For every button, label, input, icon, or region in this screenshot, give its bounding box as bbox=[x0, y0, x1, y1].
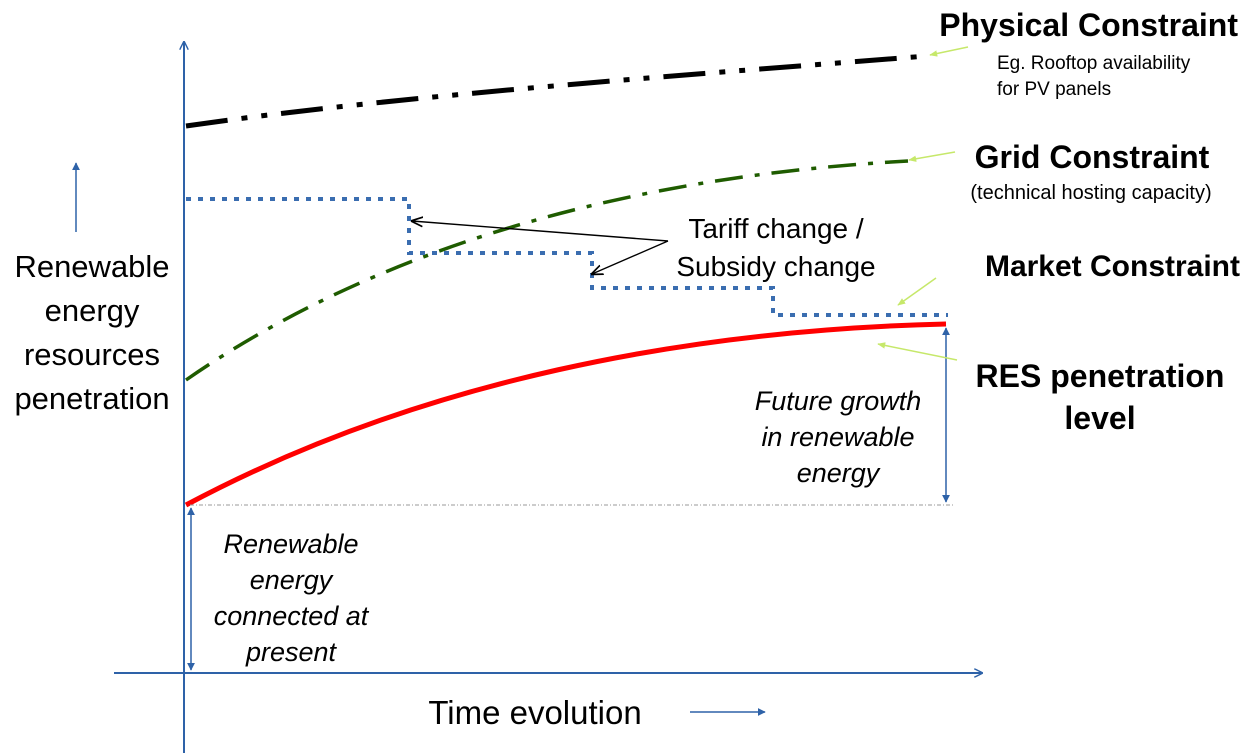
tariff-arrow-upper bbox=[412, 221, 669, 242]
grid-constraint-title: Grid Constraint bbox=[975, 139, 1210, 175]
y-axis-label-line: resources bbox=[24, 337, 160, 372]
tariff-arrow-lower bbox=[592, 240, 669, 274]
physical-constraint-note-line: Eg. Rooftop availability bbox=[997, 53, 1191, 74]
physical-constraint-title: Physical Constraint bbox=[939, 7, 1238, 43]
future-growth-label-line: Future growth bbox=[755, 386, 922, 416]
grid-constraint-curve bbox=[185, 159, 909, 382]
physical-constraint-curve bbox=[185, 53, 928, 129]
present-label-line: energy bbox=[250, 565, 334, 595]
res-penetration-curve bbox=[184, 321, 947, 508]
y-axis-label-line: penetration bbox=[14, 381, 169, 416]
tariff-change-label-line: Subsidy change bbox=[676, 251, 875, 282]
market-pointer-arrow bbox=[897, 277, 937, 306]
present-label-line: connected at bbox=[214, 601, 370, 631]
physical-constraint-note-line: for PV panels bbox=[997, 79, 1111, 100]
x-axis-label: Time evolution bbox=[428, 694, 641, 731]
future-growth-label-line: energy bbox=[797, 458, 881, 488]
present-label-line: Renewable bbox=[223, 529, 358, 559]
grid-pointer-arrow bbox=[908, 151, 956, 162]
market-constraint-title: Market Constraint bbox=[985, 250, 1240, 283]
res-penetration-title-line: level bbox=[1064, 400, 1135, 436]
future-growth-label-line: in renewable bbox=[761, 422, 914, 452]
res-penetration-title-line: RES penetration bbox=[976, 358, 1225, 394]
grid-constraint-note: (technical hosting capacity) bbox=[970, 182, 1211, 204]
res-pointer-arrow bbox=[877, 342, 958, 361]
y-axis-label: Renewable energy resources penetration bbox=[14, 249, 169, 416]
market-constraint-steps bbox=[186, 197, 948, 317]
y-axis-label-line: energy bbox=[45, 293, 140, 328]
present-label-line: present bbox=[245, 637, 338, 667]
y-axis-label-line: Renewable bbox=[14, 249, 169, 284]
physical-pointer-arrow bbox=[929, 46, 969, 57]
tariff-change-label-line: Tariff change / bbox=[688, 213, 864, 244]
